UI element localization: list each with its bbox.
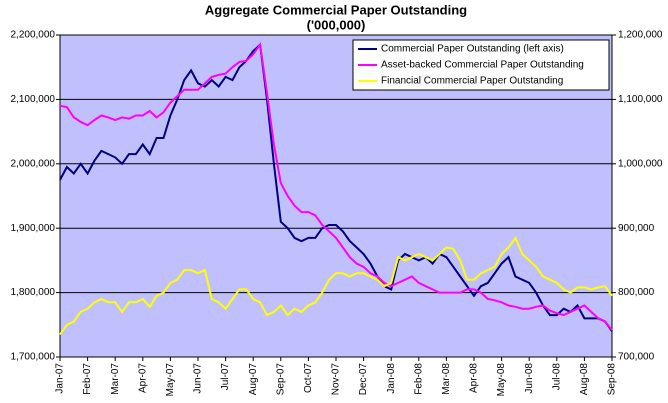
x-tick-label: Jan-08 xyxy=(386,363,397,394)
y2-tick-label: 1,100,000 xyxy=(618,94,663,105)
x-tick-label: Apr-08 xyxy=(469,363,480,393)
x-tick-label: Jun-07 xyxy=(193,363,204,394)
x-tick-label: Jul-08 xyxy=(551,363,562,391)
legend-label: Asset-backed Commercial Paper Outstandin… xyxy=(381,60,584,71)
y-tick-label: 1,800,000 xyxy=(11,287,56,298)
x-tick-label: Feb-08 xyxy=(413,363,424,395)
x-tick-label: Oct-07 xyxy=(303,363,314,393)
x-tick-label: Aug-07 xyxy=(248,363,259,396)
x-tick-label: Sep-08 xyxy=(607,363,618,396)
x-tick-label: Sep-07 xyxy=(275,363,286,396)
series-line xyxy=(59,42,613,331)
x-tick-label: Nov-07 xyxy=(331,363,342,396)
y-tick-label: 1,700,000 xyxy=(11,352,56,363)
y-tick-label: 2,000,000 xyxy=(11,158,56,169)
legend-label: Commercial Paper Outstanding (left axis) xyxy=(381,44,564,55)
x-tick-label: Jul-07 xyxy=(220,363,231,391)
y2-tick-label: 1,000,000 xyxy=(618,158,663,169)
y2-tick-label: 1,200,000 xyxy=(618,30,663,41)
y2-tick-label: 900,000 xyxy=(618,223,655,234)
y-tick-label: 1,900,000 xyxy=(11,223,56,234)
y-tick-label: 2,200,000 xyxy=(11,30,56,41)
y2-tick-label: 800,000 xyxy=(618,287,655,298)
series-line xyxy=(59,235,613,336)
x-tick-label: Jan-07 xyxy=(55,363,66,394)
legend-label: Financial Commercial Paper Outstanding xyxy=(381,76,563,87)
series-line xyxy=(59,42,613,332)
x-tick-label: Mar-07 xyxy=(110,363,121,395)
x-tick-label: Dec-07 xyxy=(358,363,369,396)
x-tick-label: Feb-07 xyxy=(82,363,93,395)
x-tick-label: May-07 xyxy=(165,363,176,397)
x-tick-label: Apr-07 xyxy=(137,363,148,393)
y-tick-label: 2,100,000 xyxy=(11,94,56,105)
y2-tick-label: 700,000 xyxy=(618,352,655,363)
legend-box xyxy=(352,39,610,91)
chart-subtitle: ('000,000) xyxy=(307,17,366,32)
chart-title: Aggregate Commercial Paper Outstanding xyxy=(205,2,467,17)
x-tick-label: Jun-08 xyxy=(524,363,535,394)
x-tick-label: May-08 xyxy=(496,363,507,397)
x-tick-label: Aug-08 xyxy=(579,363,590,396)
x-tick-label: Mar-08 xyxy=(441,363,452,395)
